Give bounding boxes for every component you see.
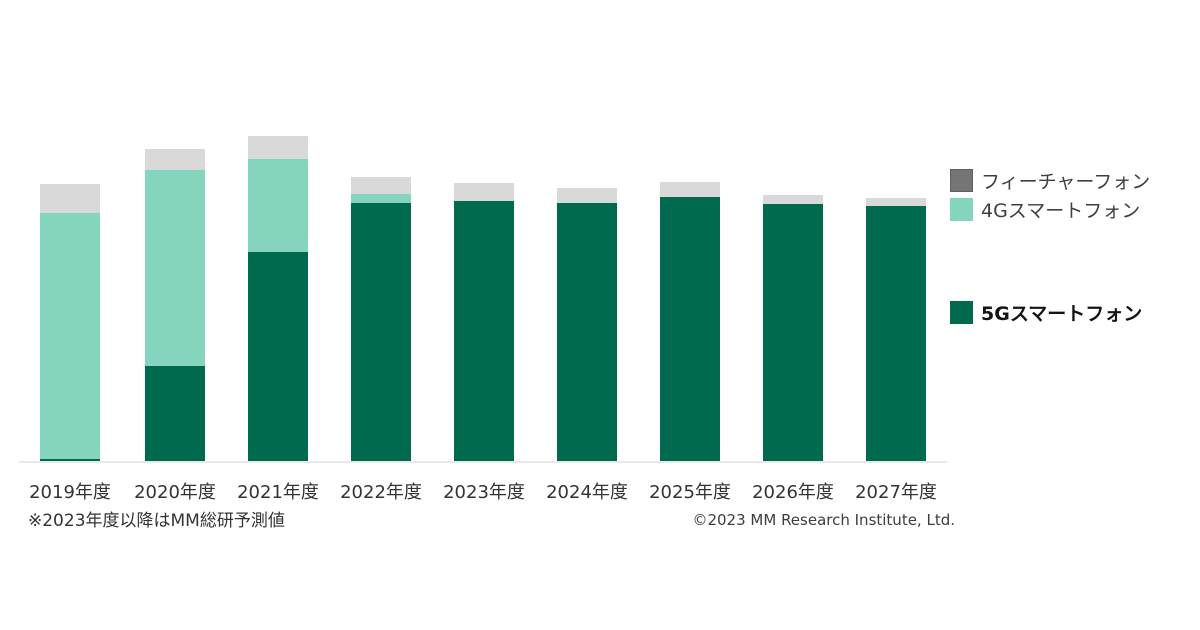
bar-segment-5g (660, 197, 720, 462)
bar-2025年度 (660, 182, 720, 462)
bar-segment-5g (866, 206, 926, 462)
bar-segment-featurephone (763, 195, 823, 204)
bar-segment-featurephone (454, 183, 514, 201)
bar-segment-4g (145, 170, 205, 366)
bar-segment-featurephone (248, 136, 308, 159)
bar-2026年度 (763, 195, 823, 462)
bar-segment-5g (248, 252, 308, 462)
bar-segment-featurephone (557, 188, 617, 203)
bar-2019年度 (40, 184, 100, 462)
x-axis-label-2021年度: 2021年度 (237, 482, 319, 503)
x-axis-label-2022年度: 2022年度 (340, 482, 422, 503)
bar-segment-featurephone (866, 198, 926, 206)
bar-segment-5g (454, 201, 514, 462)
legend-swatch-5g (950, 301, 973, 324)
bar-2027年度 (866, 198, 926, 462)
legend-swatch-featurephone (950, 169, 973, 192)
bar-segment-4g (248, 159, 308, 252)
bar-segment-5g (145, 366, 205, 462)
x-axis-label-2026年度: 2026年度 (752, 482, 834, 503)
bar-segment-featurephone (40, 184, 100, 213)
legend-item-5g: 5Gスマートフォン (950, 299, 1142, 326)
bar-2020年度 (145, 149, 205, 462)
bar-segment-5g (40, 459, 100, 462)
x-axis-label-2024年度: 2024年度 (546, 482, 628, 503)
bar-segment-4g (40, 213, 100, 459)
legend-label-4g: 4Gスマートフォン (981, 200, 1141, 222)
forecast-footnote: ※2023年度以降はMM総研予測値 (28, 511, 285, 531)
x-axis-label-2023年度: 2023年度 (443, 482, 525, 503)
bar-segment-featurephone (351, 177, 411, 194)
legend-swatch-4g (950, 198, 973, 221)
x-axis-label-2027年度: 2027年度 (855, 482, 937, 503)
x-axis-label-2025年度: 2025年度 (649, 482, 731, 503)
legend-item-4g: 4Gスマートフォン (950, 196, 1140, 223)
bar-2021年度 (248, 136, 308, 462)
bar-2023年度 (454, 183, 514, 462)
bar-2024年度 (557, 188, 617, 462)
x-axis-label-2019年度: 2019年度 (29, 482, 111, 503)
bar-2022年度 (351, 177, 411, 462)
copyright-text: ©2023 MM Research Institute, Ltd. (692, 511, 955, 529)
legend-item-featurephone: フィーチャーフォン (950, 167, 1150, 194)
x-axis-label-2020年度: 2020年度 (134, 482, 216, 503)
x-axis-line (19, 461, 947, 463)
legend-label-5g: 5Gスマートフォン (981, 303, 1143, 325)
bar-segment-5g (557, 203, 617, 462)
bar-segment-5g (351, 203, 411, 462)
bar-segment-featurephone (145, 149, 205, 170)
legend-label-featurephone: フィーチャーフォン (981, 171, 1151, 193)
bar-segment-4g (351, 194, 411, 203)
bar-segment-featurephone (660, 182, 720, 197)
bar-segment-5g (763, 204, 823, 462)
